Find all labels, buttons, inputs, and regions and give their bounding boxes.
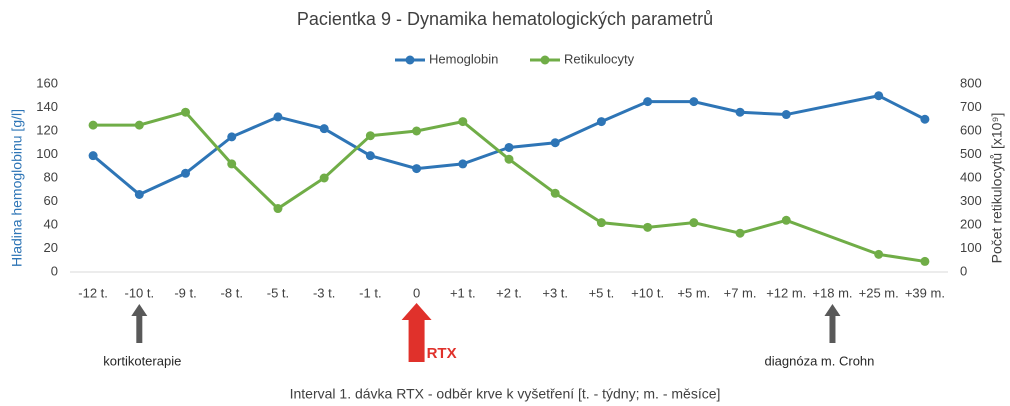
y-tick-label: 80 (44, 169, 58, 184)
x-axis-title: Interval 1. dávka RTX - odběr krve k vyš… (290, 386, 721, 402)
y2-tick-label: 400 (960, 169, 982, 184)
data-point (735, 107, 745, 117)
series-line (92, 94, 926, 197)
data-point (412, 126, 422, 136)
data-point (134, 189, 144, 199)
data-point (550, 138, 560, 148)
data-point (319, 124, 329, 134)
data-point (458, 117, 468, 127)
x-tick-label: +25 m. (859, 285, 899, 300)
x-tick-label: +5 t. (589, 285, 615, 300)
data-point (319, 173, 329, 183)
y-tick-label: 40 (44, 216, 58, 231)
x-tick-label: +18 m. (812, 285, 852, 300)
annotation-label: RTX (427, 345, 457, 362)
x-tick-label: -8 t. (221, 285, 243, 300)
legend-marker (540, 55, 550, 65)
data-point (781, 110, 791, 120)
data-point (227, 159, 237, 169)
data-point (874, 249, 884, 259)
legend-label: Hemoglobin (429, 51, 498, 66)
x-tick-label: -12 t. (78, 285, 108, 300)
data-point (596, 218, 606, 228)
legend-label: Retikulocyty (564, 51, 635, 66)
data-point (365, 131, 375, 141)
data-point (874, 91, 884, 101)
x-tick-label: +10 t. (631, 285, 664, 300)
y-tick-label: 160 (36, 75, 58, 90)
annotation-label: diagnóza m. Crohn (765, 353, 875, 368)
data-point (504, 154, 514, 164)
x-tick-label: +5 m. (677, 285, 710, 300)
x-tick-label: +2 t. (496, 285, 522, 300)
y-axis-title: Hladina hemoglobinu [g/l] (9, 109, 25, 267)
y2-tick-label: 800 (960, 75, 982, 90)
x-tick-label: +3 t. (542, 285, 568, 300)
data-point (88, 151, 98, 161)
data-point (134, 120, 144, 130)
data-point (458, 159, 468, 169)
data-point (227, 132, 237, 142)
data-point (735, 228, 745, 238)
y2-axis-title: Počet retikulocytů [x10⁹] (989, 113, 1005, 264)
y-tick-label: 140 (36, 99, 58, 114)
data-point (920, 256, 930, 266)
data-point (643, 97, 653, 107)
x-tick-label: 0 (413, 285, 420, 300)
x-tick-label: -1 t. (359, 285, 381, 300)
annotation-arrow (824, 304, 841, 343)
annotation-arrow (131, 304, 148, 343)
legend-marker (405, 55, 415, 65)
annotation-label: kortikoterapie (103, 353, 181, 368)
y-tick-label: 0 (51, 263, 58, 278)
y2-tick-label: 0 (960, 263, 967, 278)
y2-tick-label: 500 (960, 146, 982, 161)
series-line (93, 110, 926, 263)
y-tick-label: 20 (44, 240, 58, 255)
data-point (689, 97, 699, 107)
y-tick-label: 120 (36, 122, 58, 137)
y2-tick-label: 600 (960, 122, 982, 137)
x-tick-label: +1 t. (450, 285, 476, 300)
data-point (273, 204, 283, 214)
data-point (88, 120, 98, 130)
data-point (504, 142, 514, 152)
y-tick-label: 100 (36, 146, 58, 161)
x-tick-label: +12 m. (766, 285, 806, 300)
x-tick-label: -9 t. (174, 285, 196, 300)
data-point (181, 107, 191, 117)
y2-tick-label: 300 (960, 193, 982, 208)
y2-tick-label: 200 (960, 216, 982, 231)
y-tick-label: 60 (44, 193, 58, 208)
data-point (550, 188, 560, 198)
x-tick-label: +7 m. (724, 285, 757, 300)
data-point (920, 114, 930, 124)
data-point (643, 222, 653, 232)
data-point (365, 151, 375, 161)
data-point (273, 112, 283, 122)
annotation-arrow (401, 303, 432, 362)
data-point (412, 164, 422, 174)
x-tick-label: -5 t. (267, 285, 289, 300)
x-tick-label: -10 t. (125, 285, 155, 300)
x-tick-label: -3 t. (313, 285, 335, 300)
data-point (689, 218, 699, 228)
data-point (596, 117, 606, 127)
y2-tick-label: 700 (960, 99, 982, 114)
y2-tick-label: 100 (960, 240, 982, 255)
data-point (181, 168, 191, 178)
data-point (781, 215, 791, 225)
chart-title: Pacientka 9 - Dynamika hematologických p… (297, 9, 713, 29)
x-tick-label: +39 m. (905, 285, 945, 300)
